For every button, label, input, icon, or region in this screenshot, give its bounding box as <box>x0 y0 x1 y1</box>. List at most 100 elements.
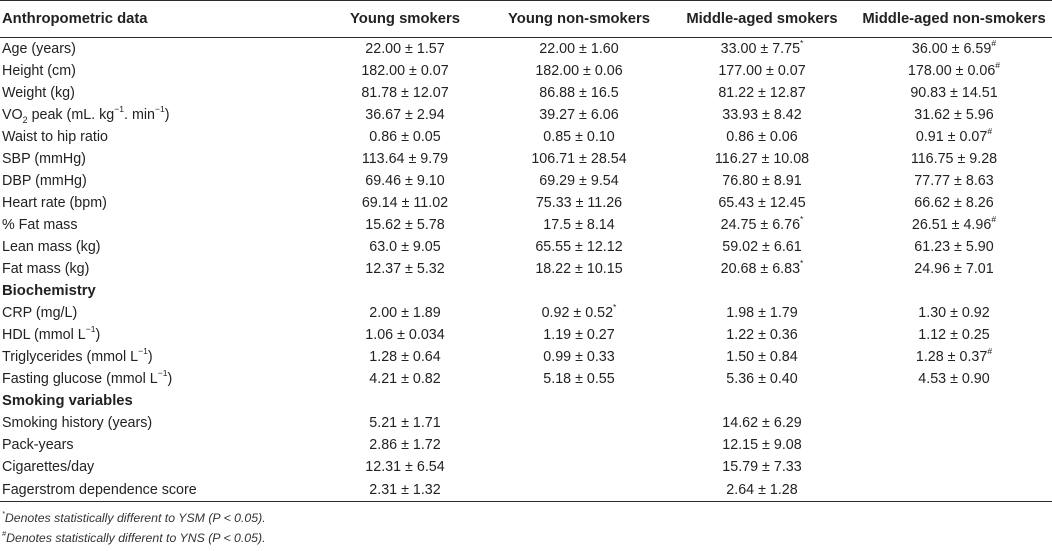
cell-mns: 90.83 ± 14.51 <box>856 82 1052 104</box>
cell-ys: 113.64 ± 9.79 <box>361 151 449 167</box>
cell-mns: 4.53 ± 0.90 <box>856 368 1052 390</box>
label-part: ) <box>164 107 170 123</box>
cell-ys: 15.62 ± 5.78 <box>365 217 445 233</box>
significance-mark: # <box>987 125 993 136</box>
cell-ms: 81.22 ± 12.87 <box>668 82 856 104</box>
cell-yns: 182.00 ± 0.06 <box>535 63 623 79</box>
cell-ys: 1.28 ± 0.64 <box>369 349 441 365</box>
cell-ys: 2.86 ± 1.72 <box>369 437 441 453</box>
cell-yns <box>490 456 668 478</box>
cell-value: 0.99 ± 0.33 <box>543 349 615 365</box>
cell-value: 59.02 ± 6.61 <box>722 239 802 255</box>
cell-ms: 24.75 ± 6.76* <box>668 214 856 236</box>
cell-yns: 65.55 ± 12.12 <box>535 239 623 255</box>
cell-yns: 106.71 ± 28.54 <box>531 151 627 167</box>
label-part: VO <box>2 107 23 123</box>
cell-value: 81.22 ± 12.87 <box>718 85 806 101</box>
cell-value: 90.83 ± 14.51 <box>910 85 998 101</box>
cell-yns <box>490 434 668 456</box>
row-label: Cigarettes/day <box>2 459 95 475</box>
cell-value: 1.19 ± 0.27 <box>543 327 615 343</box>
cell-ms: 116.27 ± 10.08 <box>668 148 856 170</box>
header-anthropometric-data: Anthropometric data <box>0 0 320 38</box>
footnote-yns: #Denotes statistically different to YNS … <box>2 530 266 545</box>
cell-mns: 66.62 ± 8.26 <box>856 192 1052 214</box>
cell-ms: 5.36 ± 0.40 <box>726 371 798 387</box>
cell-mns <box>856 456 1052 478</box>
row-label: % Fat mass <box>2 217 78 233</box>
table-row: Lean mass (kg) 63.0 ± 9.05 65.55 ± 12.12… <box>0 236 1052 258</box>
table-row: Age (years) 22.00 ± 1.57 22.00 ± 1.60 33… <box>0 38 1052 61</box>
cell-value: 4.53 ± 0.90 <box>918 371 990 387</box>
cell-ms: 1.22 ± 0.36 <box>726 327 798 343</box>
table-row: % Fat mass 15.62 ± 5.78 17.5 ± 8.14 24.7… <box>0 214 1052 236</box>
cell-mns <box>856 478 1052 502</box>
cell-value: 116.27 ± 10.08 <box>714 151 810 167</box>
anthropometric-table: Anthropometric data Young smokers Young … <box>0 0 1052 502</box>
cell-ms: 65.43 ± 12.45 <box>668 192 856 214</box>
cell-ms: 12.15 ± 9.08 <box>722 437 802 453</box>
cell-ms: 1.98 ± 1.79 <box>726 305 798 321</box>
cell-ys: 63.0 ± 9.05 <box>369 239 441 255</box>
table-row: Heart rate (bpm) 69.14 ± 11.02 75.33 ± 1… <box>0 192 1052 214</box>
row-label: VO2 peak (mL. kg−1. min−1) <box>0 104 320 126</box>
cell-mns <box>856 412 1052 434</box>
cell-ys: 182.00 ± 0.07 <box>361 63 449 79</box>
cell-yns: 0.92 ± 0.52* <box>490 302 668 324</box>
cell-ys: 12.31 ± 6.54 <box>365 459 445 475</box>
cell-ys: 4.21 ± 0.82 <box>369 371 441 387</box>
cell-mns: 1.30 ± 0.92 <box>856 302 1052 324</box>
significance-mark: * <box>800 257 804 268</box>
significance-mark: * <box>613 301 617 312</box>
row-label: DBP (mmHg) <box>2 173 87 189</box>
cell-value: 5.18 ± 0.55 <box>543 371 615 387</box>
header-young-non-smokers: Young non-smokers <box>490 0 668 38</box>
row-label: HDL (mmol L−1) <box>0 324 320 346</box>
cell-ys: 69.14 ± 11.02 <box>361 195 449 211</box>
cell-value: 20.68 ± 6.83 <box>720 261 801 277</box>
cell-mns: 31.62 ± 5.96 <box>856 104 1052 126</box>
cell-ms: 59.02 ± 6.61 <box>668 236 856 258</box>
label-subscript: 2 <box>22 114 28 125</box>
cell-value: 26.51 ± 4.96 <box>911 217 992 233</box>
cell-value: 31.62 ± 5.96 <box>914 107 994 123</box>
cell-mns <box>856 434 1052 456</box>
significance-mark: # <box>987 345 993 356</box>
cell-yns: 39.27 ± 6.06 <box>539 107 619 123</box>
table-row: Height (cm) 182.00 ± 0.07 182.00 ± 0.06 … <box>0 60 1052 82</box>
table-row: Waist to hip ratio 0.86 ± 0.05 0.85 ± 0.… <box>0 126 1052 148</box>
cell-ys: 2.31 ± 1.32 <box>320 478 490 502</box>
cell-yns: 17.5 ± 8.14 <box>543 217 615 233</box>
table-row: Cigarettes/day 12.31 ± 6.54 15.79 ± 7.33 <box>0 456 1052 478</box>
cell-value: 1.30 ± 0.92 <box>918 305 990 321</box>
cell-ys: 2.00 ± 1.89 <box>369 305 441 321</box>
cell-mns: 26.51 ± 4.96# <box>856 214 1052 236</box>
section-row-biochemistry: Biochemistry <box>0 280 1052 302</box>
cell-mns: 24.96 ± 7.01 <box>856 258 1052 280</box>
cell-value: 0.86 ± 0.06 <box>726 129 798 145</box>
table-row: Smoking history (years) 5.21 ± 1.71 14.6… <box>0 412 1052 434</box>
cell-ms: 33.00 ± 7.75* <box>668 38 856 61</box>
cell-value: 24.96 ± 7.01 <box>914 261 994 277</box>
significance-mark: # <box>995 59 1001 70</box>
cell-value: 66.62 ± 8.26 <box>914 195 994 211</box>
significance-mark: * <box>800 37 804 48</box>
cell-mns: 77.77 ± 8.63 <box>856 170 1052 192</box>
label-superscript: −1 <box>85 323 96 334</box>
row-label: CRP (mg/L) <box>2 305 78 321</box>
row-label: Smoking history (years) <box>2 415 153 431</box>
cell-value: 177.00 ± 0.07 <box>718 63 806 79</box>
cell-yns: 0.85 ± 0.10 <box>543 129 615 145</box>
header-young-smokers: Young smokers <box>320 0 490 38</box>
row-label: Fagerstrom dependence score <box>0 478 320 502</box>
cell-ys: 0.86 ± 0.05 <box>369 129 441 145</box>
cell-yns: 75.33 ± 11.26 <box>535 195 623 211</box>
row-label: Age (years) <box>2 41 76 57</box>
footnote-text: Denotes statistically different to YNS (… <box>6 531 266 545</box>
label-superscript: −1 <box>155 103 165 114</box>
row-label: Fasting glucose (mmol L−1) <box>0 368 320 390</box>
cell-yns: 1.19 ± 0.27 <box>490 324 668 346</box>
cell-ms: 15.79 ± 7.33 <box>722 459 802 475</box>
cell-mns: 1.12 ± 0.25 <box>856 324 1052 346</box>
